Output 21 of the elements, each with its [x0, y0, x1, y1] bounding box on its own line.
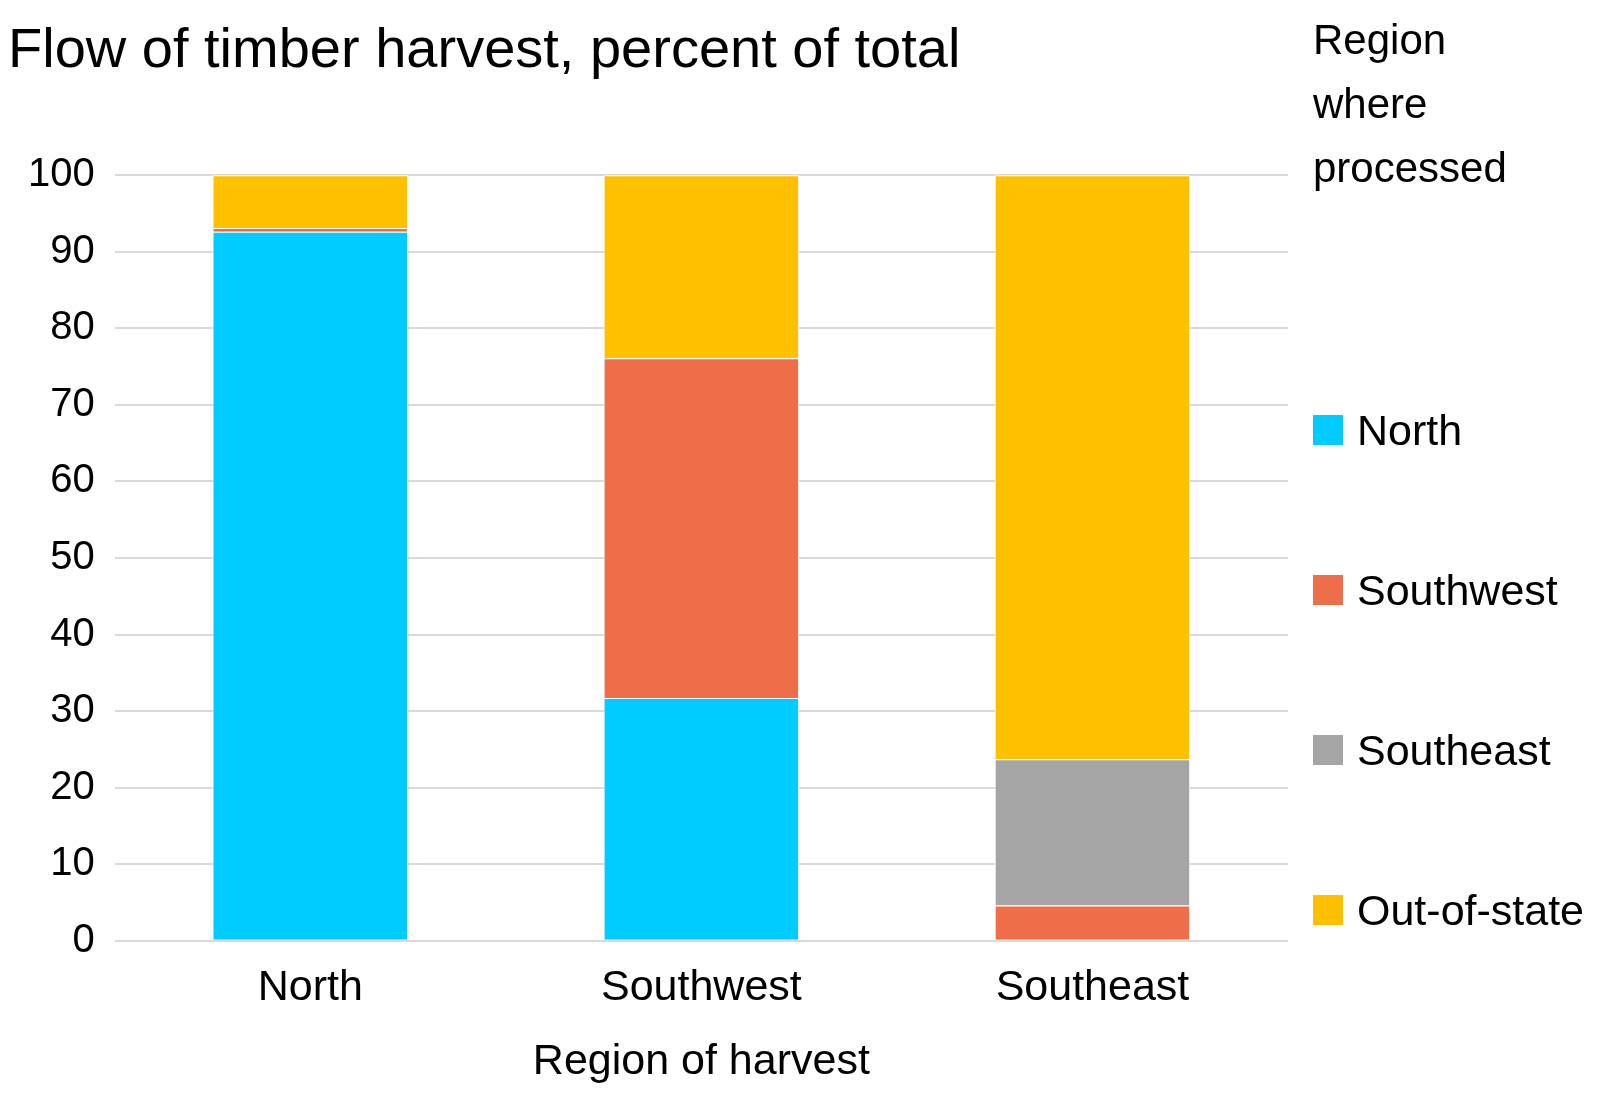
y-tick-label: 10 — [50, 839, 95, 884]
legend-title: Region where processed — [1313, 15, 1508, 193]
legend-label: Southwest — [1357, 565, 1558, 615]
legend-label: Out-of-state — [1357, 885, 1585, 935]
legend-label: North — [1357, 405, 1463, 455]
y-tick-label: 20 — [50, 762, 95, 807]
x-axis-title: Region of harvest — [532, 1035, 870, 1084]
y-tick-label: 30 — [50, 686, 95, 731]
y-tick-label: 50 — [50, 533, 95, 578]
x-tick-label: Southwest — [600, 961, 802, 1010]
legend-label: Southeast — [1357, 725, 1551, 775]
y-tick-label: 60 — [50, 456, 95, 501]
y-tick-label: 100 — [27, 150, 95, 195]
y-tick-label: 0 — [72, 915, 95, 960]
x-tick-label: North — [257, 961, 363, 1010]
y-tick-label: 90 — [50, 226, 95, 271]
chart-title: Flow of timber harvest, percent of total — [8, 16, 961, 80]
y-tick-label: 80 — [50, 303, 95, 348]
y-tick-label: 70 — [50, 379, 95, 424]
x-tick-label: Southeast — [995, 961, 1190, 1010]
y-tick-label: 40 — [50, 609, 95, 654]
